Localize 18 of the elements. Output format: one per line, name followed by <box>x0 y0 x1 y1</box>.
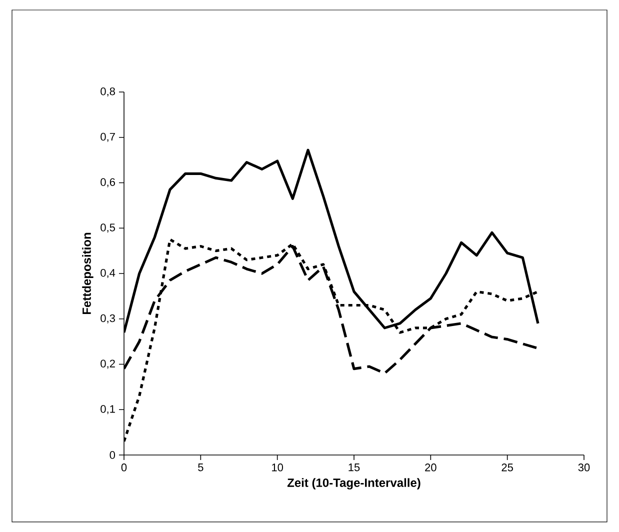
x-tick-label: 15 <box>348 464 360 472</box>
x-axis-title: Zeit (10-Tage-Intervalle) <box>287 478 420 490</box>
y-axis-title: Fettdeposition <box>82 232 94 314</box>
y-tick-label: 0,6 <box>100 178 115 188</box>
x-tick-label: 0 <box>121 464 127 472</box>
x-tick-label: 5 <box>198 464 204 472</box>
y-tick-label: 0,2 <box>100 360 115 369</box>
x-tick-label: 30 <box>578 464 590 472</box>
y-tick-label: 0 <box>110 451 116 459</box>
y-tick-label: 0,4 <box>100 268 116 278</box>
x-tick-label: 20 <box>425 464 436 472</box>
y-tick-label: 0,7 <box>100 132 115 142</box>
x-tick-label: 25 <box>502 464 513 472</box>
x-tick-label: 10 <box>272 464 284 472</box>
y-tick-label: 0,5 <box>100 224 115 233</box>
y-tick-label: 0,3 <box>100 314 115 324</box>
y-tick-label: 0,8 <box>100 87 115 97</box>
y-tick-label: 0,1 <box>100 405 115 414</box>
